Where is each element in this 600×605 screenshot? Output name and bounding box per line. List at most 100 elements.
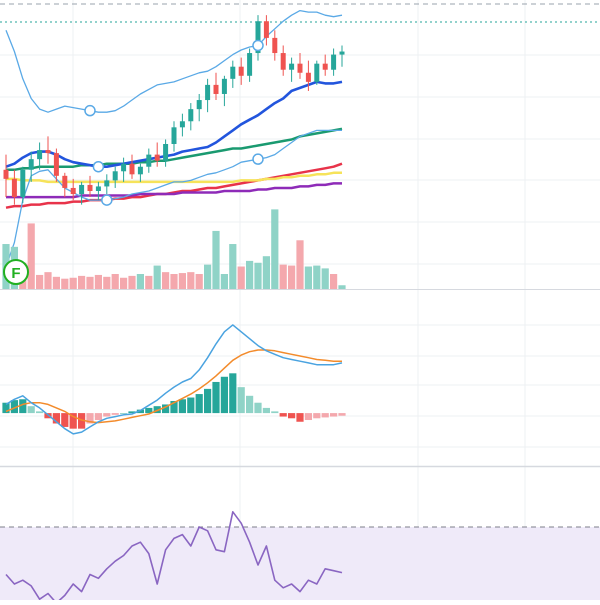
volume-bar	[220, 274, 228, 289]
macd-histogram-bar	[103, 413, 111, 417]
candle-body	[70, 187, 76, 195]
macd-histogram-bar	[86, 413, 94, 424]
candle-body	[247, 53, 253, 76]
macd-histogram-bar	[27, 406, 35, 414]
candle-body	[146, 154, 152, 167]
candle-body	[196, 100, 202, 110]
candle-body	[272, 37, 278, 54]
candle-body	[104, 180, 110, 187]
candle-body	[45, 150, 51, 154]
volume-bar	[103, 276, 111, 289]
volume-bar	[128, 275, 136, 289]
macd-histogram-bar	[94, 413, 102, 421]
candle-body	[129, 163, 135, 175]
macd-histogram-bar	[330, 413, 338, 417]
candle-body	[238, 66, 244, 76]
candle-body	[289, 63, 295, 70]
candle-body	[171, 127, 177, 144]
volume-bar	[111, 274, 119, 289]
candle-body	[205, 84, 211, 101]
candle-body	[322, 63, 328, 70]
candle-body	[255, 21, 261, 54]
candle-body	[230, 66, 236, 79]
f-marker-circle	[3, 259, 29, 285]
macd-histogram-bar	[246, 395, 254, 414]
macd-histogram-bar	[296, 413, 304, 422]
candle-body	[297, 63, 303, 73]
macd-histogram-bar	[120, 413, 128, 415]
volume-bar	[338, 285, 346, 289]
macd-histogram-bar	[128, 411, 136, 414]
f-marker: F	[3, 259, 29, 285]
volume-bar	[237, 266, 245, 289]
volume-bar	[136, 274, 144, 289]
macd-histogram-bar	[61, 413, 69, 427]
rsi-line	[5, 510, 343, 604]
rsi-panel[interactable]	[0, 510, 600, 604]
macd-histogram-bar	[195, 394, 203, 414]
candle-body	[87, 184, 93, 191]
volume-bar	[321, 268, 329, 289]
macd-histogram-bar	[338, 413, 346, 416]
candle-body	[137, 166, 143, 175]
volume-bar	[44, 272, 52, 289]
volume-bar	[195, 274, 203, 289]
candle-body	[163, 144, 169, 161]
macd-line	[5, 324, 343, 435]
macd-histogram-bar	[262, 407, 270, 414]
volume-bar	[162, 272, 170, 289]
candle-body	[28, 159, 34, 170]
macd-histogram-bar	[153, 406, 161, 414]
ma-purple-line	[6, 182, 342, 199]
volume-bar	[145, 275, 153, 289]
macd-histogram-bar	[10, 400, 18, 414]
volume-panel[interactable]: F	[2, 209, 346, 289]
volume-bar	[296, 240, 304, 289]
bollinger-upper-line	[5, 9, 343, 113]
candle-body	[221, 78, 227, 94]
volume-bar	[313, 265, 321, 289]
candle-body	[79, 184, 85, 195]
volume-bar	[212, 230, 220, 289]
volume-bar	[254, 262, 262, 289]
volume-bar	[94, 274, 102, 289]
price-panel[interactable]	[0, 3, 600, 268]
macd-histogram-bar	[288, 413, 296, 419]
ma-green-line	[6, 127, 343, 172]
band-touch-marker-1	[92, 160, 105, 173]
band-touch-marker-2	[101, 194, 113, 206]
macd-histogram-bar	[78, 413, 86, 429]
volume-bar	[69, 277, 77, 289]
macd-signal-line	[5, 349, 342, 424]
volume-bar	[86, 276, 94, 289]
macd-histogram-bar	[136, 409, 144, 414]
volume-bar	[304, 266, 312, 289]
candle-body	[213, 84, 219, 94]
macd-histogram-bar	[69, 413, 77, 429]
ma-red-line	[5, 162, 343, 209]
macd-histogram-bar	[220, 376, 228, 414]
candle-body	[314, 63, 320, 82]
candle-body	[11, 178, 17, 198]
candle-body	[53, 153, 59, 176]
macd-histogram-bar	[19, 399, 27, 414]
macd-histogram-bar	[237, 387, 245, 414]
macd-histogram-bar	[162, 404, 170, 414]
macd-histogram-bar	[204, 388, 212, 414]
macd-histogram-bar	[304, 413, 312, 421]
volume-bar	[262, 256, 270, 289]
macd-histogram-bar	[321, 413, 329, 418]
candle-body	[20, 169, 26, 198]
macd-histogram-bar	[2, 402, 10, 414]
candle-body	[179, 121, 185, 128]
macd-histogram-bar	[170, 400, 178, 414]
macd-histogram-bar	[229, 373, 237, 414]
macd-panel[interactable]	[2, 324, 346, 435]
volume-bar	[153, 265, 161, 289]
macd-histogram-bar	[145, 407, 153, 414]
volume-bar	[187, 272, 195, 289]
candle-body	[3, 169, 9, 179]
